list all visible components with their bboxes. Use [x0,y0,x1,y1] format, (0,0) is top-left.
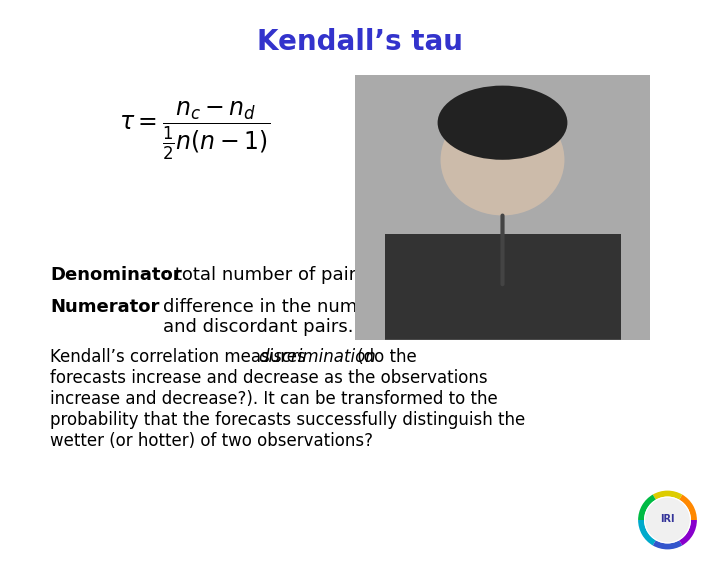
Ellipse shape [438,86,567,160]
Bar [479,170,526,207]
Text: $\tau = \dfrac{n_c - n_d}{\frac{1}{2}n(n-1)}$: $\tau = \dfrac{n_c - n_d}{\frac{1}{2}n(n… [120,100,271,162]
Text: difference in the numbers of concordant: difference in the numbers of concordant [163,298,526,316]
Text: Kendall’s correlation measures: Kendall’s correlation measures [50,348,311,366]
Circle shape [646,498,689,541]
Wedge shape [653,491,683,500]
Text: and discordant pairs.: and discordant pairs. [163,318,354,336]
Text: forecasts increase and decrease as the observations: forecasts increase and decrease as the o… [50,369,487,387]
Text: discrimination: discrimination [258,348,376,366]
Bar [384,234,621,340]
Wedge shape [638,495,656,520]
Text: IRI: IRI [660,514,675,524]
Wedge shape [679,495,697,520]
Text: : total number of pairs.: : total number of pairs. [163,266,372,284]
Wedge shape [653,540,683,550]
Text: Kendall’s tau: Kendall’s tau [257,28,463,56]
Text: Denominator: Denominator [50,266,181,284]
Circle shape [644,497,690,543]
Text: (do the: (do the [352,348,417,366]
Wedge shape [638,520,656,545]
Text: Numerator: Numerator [50,298,159,316]
Text: increase and decrease?). It can be transformed to the: increase and decrease?). It can be trans… [50,390,498,408]
Text: probability that the forecasts successfully distinguish the: probability that the forecasts successfu… [50,411,526,429]
Ellipse shape [441,104,564,215]
Wedge shape [679,520,697,545]
Text: wetter (or hotter) of two observations?: wetter (or hotter) of two observations? [50,432,373,450]
